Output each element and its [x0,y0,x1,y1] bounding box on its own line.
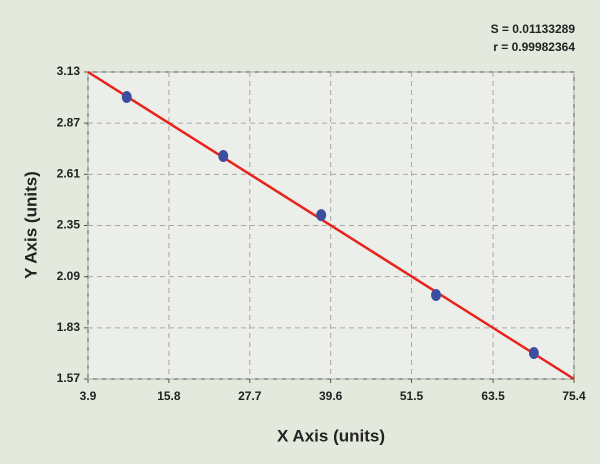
x-tick-label: 15.8 [157,389,181,403]
y-tick-label: 1.57 [57,371,81,385]
y-tick-label: 2.87 [57,115,81,129]
y-tick-label: 3.13 [57,64,81,78]
point [121,90,132,103]
y-tick-label: 2.61 [57,167,81,181]
annotation: S = 0.01133289 [491,22,576,36]
x-axis-label: X Axis (units) [277,426,385,445]
x-tick-label: 51.5 [400,389,424,403]
x-tick-label: 63.5 [481,389,505,403]
y-axis-label: Y Axis (units) [21,171,40,279]
x-tick-label: 39.6 [319,389,343,403]
x-tick-label: 27.7 [238,389,262,403]
x-tick-label: 75.4 [562,389,586,403]
point [316,209,327,222]
point [218,150,229,163]
y-tick-label: 1.83 [57,320,81,334]
point [528,347,539,360]
y-tick-label: 2.35 [57,218,81,232]
point [431,288,442,301]
x-tick-label: 3.9 [80,389,97,403]
fit-line [87,70,575,381]
y-tick-label: 2.09 [57,269,81,283]
annotation: r = 0.99982364 [493,40,575,54]
